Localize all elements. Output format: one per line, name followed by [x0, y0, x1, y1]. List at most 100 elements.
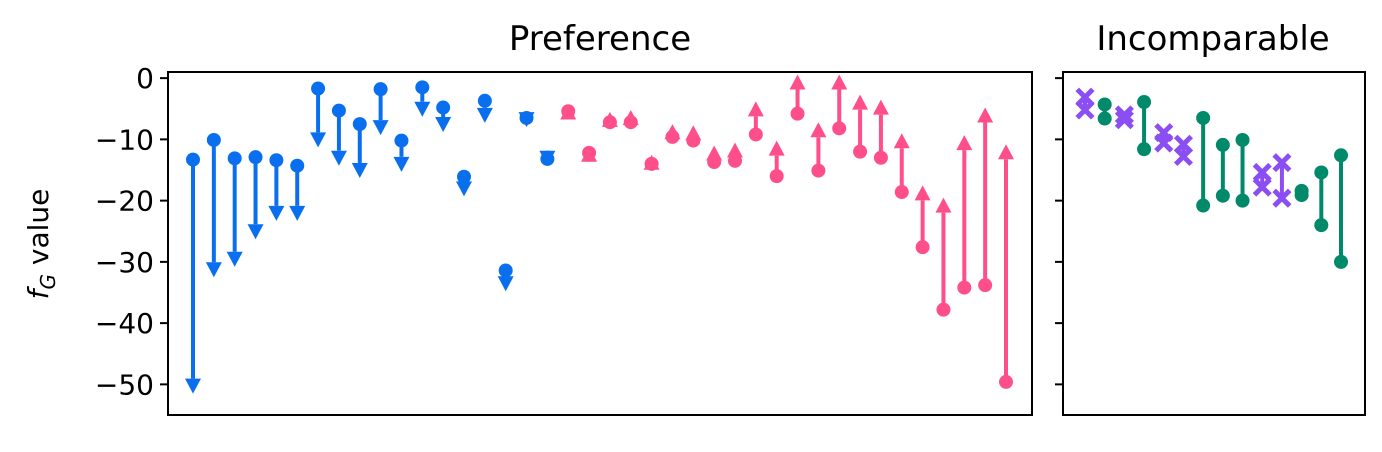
start-point	[331, 103, 346, 118]
dot-marker	[1294, 188, 1309, 203]
start-point	[623, 115, 638, 130]
dot-marker	[1314, 165, 1329, 180]
dot-marker	[1196, 198, 1211, 213]
start-point	[311, 81, 326, 96]
start-point	[915, 240, 930, 255]
start-point	[790, 106, 805, 121]
start-point	[227, 151, 242, 166]
y-tick-label: −10	[95, 123, 154, 156]
arrow-head	[998, 144, 1014, 160]
start-point	[873, 150, 888, 165]
preference-panel: Preference 0 −10 −20 −30 −40 −50	[95, 19, 1033, 416]
arrow-head	[914, 185, 931, 201]
arrow-head	[435, 117, 452, 133]
start-point	[436, 100, 451, 115]
y-axis-label: fG value	[22, 189, 60, 300]
arrow-head	[977, 107, 994, 123]
cross-marker	[1173, 146, 1193, 167]
arrow-head	[414, 101, 431, 117]
start-point	[602, 115, 617, 130]
y-tick-label: −30	[95, 246, 154, 279]
y-tick-label: −50	[95, 368, 154, 401]
cross-marker	[1154, 133, 1174, 153]
arrow-head	[727, 142, 743, 158]
y-axis-label-text: fG value	[22, 189, 60, 300]
start-point	[248, 150, 263, 165]
preference-plot-frame	[167, 71, 1033, 416]
y-axis-ticks: 0 −10 −20 −30 −40 −50	[95, 62, 168, 401]
arrow-head	[747, 101, 764, 117]
dot-marker	[1137, 95, 1152, 110]
cross-marker	[1252, 177, 1272, 197]
cross-marker	[1252, 162, 1272, 182]
arrow-head	[205, 262, 222, 278]
start-point	[707, 155, 722, 170]
start-point	[894, 185, 909, 200]
arrow-head	[476, 107, 493, 123]
start-point	[853, 144, 868, 159]
cross-marker	[1272, 188, 1292, 208]
dot-marker	[1215, 188, 1230, 203]
cross-marker	[1272, 153, 1292, 173]
arrow-head	[831, 74, 848, 90]
dot-marker	[1314, 218, 1329, 233]
start-point	[373, 82, 388, 97]
dot-marker	[1235, 193, 1250, 208]
start-point	[811, 163, 826, 178]
start-point	[748, 127, 763, 142]
start-point	[561, 104, 576, 119]
start-point	[290, 158, 305, 173]
start-point	[832, 121, 847, 136]
arrow-head	[372, 120, 389, 136]
incomparable-title: Incomparable	[1096, 19, 1329, 59]
arrow-head	[789, 74, 806, 90]
arrow-head	[852, 94, 869, 110]
start-point	[769, 169, 784, 184]
start-point	[644, 156, 659, 171]
incomparable-panel: Incomparable	[1055, 19, 1366, 416]
start-point	[498, 263, 513, 278]
arrow-head	[289, 205, 306, 221]
dot-marker	[1196, 110, 1211, 125]
arrow-head	[268, 205, 285, 221]
start-point	[728, 153, 742, 168]
arrow-head	[893, 133, 910, 149]
dot-marker	[1097, 111, 1112, 126]
dot-marker	[1097, 97, 1112, 112]
arrow-head	[497, 276, 514, 292]
incomparable-marks	[1075, 87, 1348, 269]
start-point	[665, 129, 680, 144]
arrow-head	[226, 251, 243, 267]
arrow-head	[768, 140, 785, 156]
dot-marker	[1334, 148, 1348, 163]
y-tick-label: 0	[136, 62, 154, 95]
start-point	[186, 152, 200, 167]
start-point	[582, 145, 597, 160]
incomparable-y-ticks	[1055, 77, 1063, 386]
start-point	[957, 280, 972, 295]
start-point	[457, 169, 471, 184]
start-point	[477, 93, 492, 108]
start-point	[999, 374, 1013, 389]
start-point	[352, 117, 367, 132]
cross-marker	[1114, 110, 1134, 130]
y-tick-label: −20	[95, 185, 154, 218]
arrow-head	[247, 224, 264, 240]
dot-marker	[1137, 142, 1152, 157]
preference-title: Preference	[509, 19, 691, 59]
cross-marker	[1075, 87, 1095, 107]
arrow-head	[956, 135, 973, 151]
arrow-head	[456, 181, 472, 197]
start-point	[415, 80, 430, 95]
start-point	[206, 132, 221, 147]
incomparable-plot-frame	[1062, 71, 1366, 416]
arrow-head	[935, 197, 952, 213]
cross-marker	[1173, 134, 1193, 154]
start-point	[519, 110, 534, 125]
arrow-head	[185, 378, 201, 394]
start-point	[269, 153, 284, 168]
start-point	[978, 278, 993, 293]
arrow-head	[330, 150, 347, 166]
